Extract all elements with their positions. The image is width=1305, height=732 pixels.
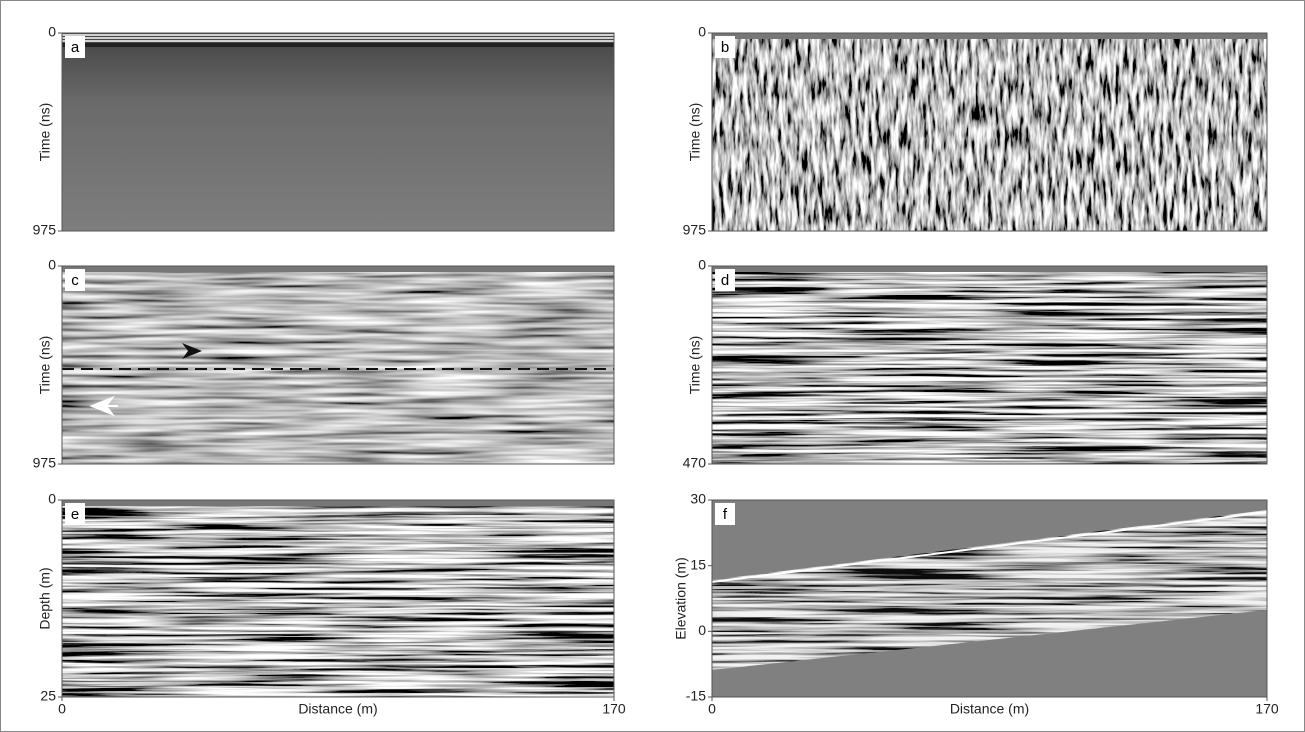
y-tick-label: 0 xyxy=(48,24,56,40)
y-tick-label: 975 xyxy=(683,222,707,238)
arrow xyxy=(182,343,202,359)
y-tick-label: 30 xyxy=(690,491,706,507)
y-tick-label: 975 xyxy=(33,222,57,238)
x-tick-label: 0 xyxy=(58,701,66,717)
plot-border xyxy=(711,32,1268,232)
panel-label: b xyxy=(721,39,729,56)
panel-label-box xyxy=(715,503,735,525)
y-tick-label: 0 xyxy=(48,491,56,507)
surface-band xyxy=(712,33,1267,39)
y-tick-label: 0 xyxy=(698,257,706,273)
y-tick-label: 0 xyxy=(48,257,56,273)
surface-band xyxy=(62,500,614,506)
panel-label-box xyxy=(715,269,735,291)
panel-label: f xyxy=(723,506,728,523)
panel-label-box xyxy=(65,269,85,291)
panel-label: d xyxy=(721,272,729,289)
x-axis-label: Distance (m) xyxy=(950,701,1029,717)
panel-label: e xyxy=(71,506,79,523)
y-tick-label: 975 xyxy=(33,455,57,471)
reflector xyxy=(711,511,1268,583)
y-axis-label: Time (ns) xyxy=(37,103,53,162)
radargram xyxy=(62,500,614,697)
plot-border xyxy=(711,265,1268,465)
y-tick-label: -15 xyxy=(686,688,706,704)
x-tick-label: 0 xyxy=(708,701,716,717)
plot-border xyxy=(61,499,615,698)
surface-band xyxy=(62,266,614,272)
panel-label: a xyxy=(71,39,80,56)
y-axis-label: Time (ns) xyxy=(687,336,703,395)
y-axis-label: Elevation (m) xyxy=(673,557,689,639)
panel-label-box xyxy=(65,503,85,525)
x-axis-label: Distance (m) xyxy=(298,701,377,717)
radargram xyxy=(62,33,614,231)
plot-border xyxy=(711,499,1268,698)
y-tick-label: 25 xyxy=(40,688,56,704)
y-axis-label: Depth (m) xyxy=(37,567,53,629)
radargram xyxy=(712,266,1267,464)
plot-border xyxy=(61,265,615,465)
plot-border xyxy=(61,32,615,232)
y-axis-label: Time (ns) xyxy=(37,336,53,395)
panel-label-box xyxy=(65,36,85,58)
banding xyxy=(62,43,614,47)
x-tick-label: 170 xyxy=(1255,701,1279,717)
radargram xyxy=(62,266,614,464)
y-tick-label: 0 xyxy=(698,622,706,638)
y-tick-label: 470 xyxy=(683,455,707,471)
arrow xyxy=(89,395,118,417)
radargram-band xyxy=(712,510,1267,670)
y-axis-label: Time (ns) xyxy=(687,103,703,162)
y-tick-label: 0 xyxy=(698,24,706,40)
radargram xyxy=(712,33,1267,231)
y-tick-label: 15 xyxy=(690,556,706,572)
x-tick-label: 170 xyxy=(602,701,626,717)
surface-band xyxy=(712,266,1267,272)
panel-label-box xyxy=(715,36,735,58)
panel-label: c xyxy=(71,272,79,289)
